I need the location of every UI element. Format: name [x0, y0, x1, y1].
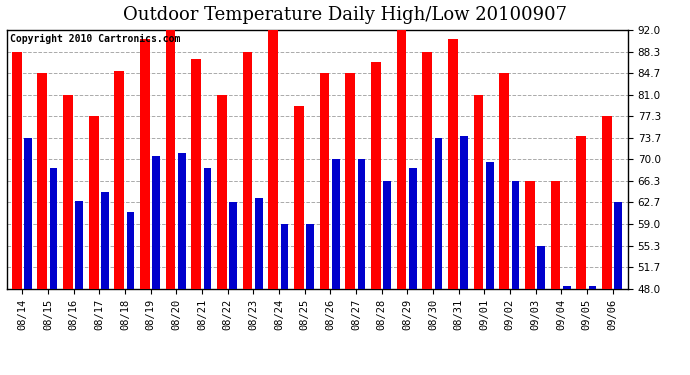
Bar [319, 73, 329, 289]
Bar [473, 95, 484, 289]
Text: Outdoor Temperature Daily High/Low 20100907: Outdoor Temperature Daily High/Low 20100… [123, 6, 567, 24]
Bar [75, 201, 83, 289]
Bar [538, 246, 545, 289]
Bar [435, 138, 442, 289]
Bar [101, 192, 109, 289]
Bar [614, 202, 622, 289]
Bar [12, 52, 21, 289]
Bar [551, 181, 560, 289]
Bar [486, 162, 493, 289]
Bar [255, 198, 263, 289]
Bar [332, 159, 339, 289]
Bar [346, 73, 355, 289]
Bar [576, 136, 586, 289]
Bar [357, 159, 366, 289]
Bar [89, 117, 99, 289]
Bar [140, 39, 150, 289]
Bar [178, 153, 186, 289]
Bar [63, 95, 73, 289]
Bar [229, 202, 237, 289]
Bar [563, 286, 571, 289]
Bar [191, 59, 201, 289]
Bar [204, 168, 211, 289]
Bar [602, 117, 612, 289]
Bar [589, 286, 596, 289]
Bar [500, 73, 509, 289]
Bar [127, 212, 135, 289]
Bar [448, 39, 457, 289]
Bar [268, 30, 278, 289]
Bar [306, 224, 314, 289]
Bar [115, 71, 124, 289]
Bar [243, 52, 253, 289]
Bar [281, 224, 288, 289]
Bar [217, 95, 227, 289]
Bar [37, 73, 47, 289]
Bar [422, 52, 432, 289]
Bar [50, 168, 57, 289]
Text: Copyright 2010 Cartronics.com: Copyright 2010 Cartronics.com [10, 34, 180, 44]
Bar [460, 136, 468, 289]
Bar [371, 62, 381, 289]
Bar [525, 181, 535, 289]
Bar [24, 138, 32, 289]
Bar [166, 30, 175, 289]
Bar [294, 106, 304, 289]
Bar [384, 181, 391, 289]
Bar [152, 156, 160, 289]
Bar [409, 168, 417, 289]
Bar [397, 30, 406, 289]
Bar [512, 181, 520, 289]
